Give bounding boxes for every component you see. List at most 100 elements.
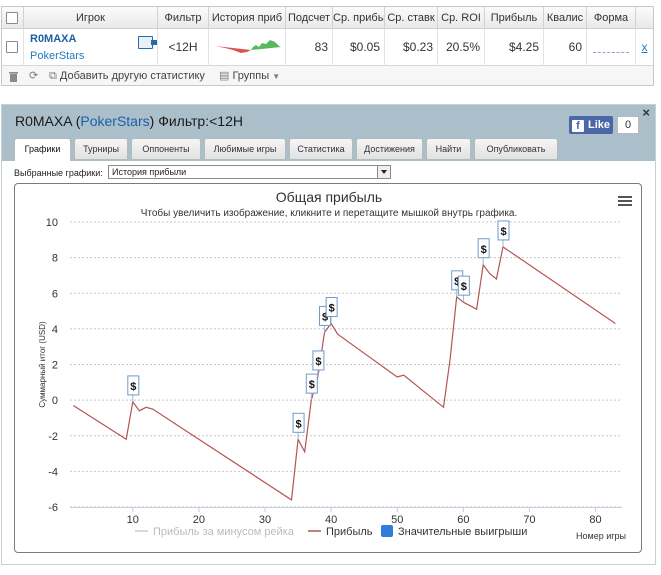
qual-cell: 60 [544, 29, 587, 66]
legend-label-big-wins: Значительные выигрыши [398, 526, 527, 538]
facebook-like-label: Like [588, 119, 611, 131]
tab-publish[interactable]: Опубликовать [474, 138, 558, 159]
chevron-down-icon [377, 166, 390, 178]
panel-filter-label: Фильтр:<12H [158, 113, 243, 129]
big-win-flag-label: $ [130, 381, 136, 393]
col-profit[interactable]: Прибыль [485, 7, 544, 29]
tab-statistics[interactable]: Статистика [289, 138, 353, 159]
col-avg-roi[interactable]: Ср. ROI [438, 7, 485, 29]
close-icon[interactable]: × [642, 105, 650, 120]
avg-stake-cell: $0.23 [385, 29, 438, 66]
facebook-like-count: 0 [617, 116, 639, 134]
x-tick-label: 10 [127, 514, 139, 526]
x-axis-title: Номер игры [576, 531, 626, 541]
y-tick-label: 4 [52, 324, 58, 336]
big-win-flag-label: $ [329, 303, 335, 315]
panel-site-link[interactable]: PokerStars [80, 113, 150, 129]
facebook-like-button[interactable]: f Like [569, 116, 613, 134]
tab-tournaments[interactable]: Турниры [74, 138, 128, 159]
chart-select[interactable]: История прибыли [108, 165, 391, 179]
stats-table: Игрок Фильтр История приб Подсчет Ср. пр… [1, 6, 654, 86]
profit-chart[interactable]: Общая прибыль Чтобы увеличить изображени… [14, 183, 642, 553]
table-toolbar: ⟳ ⧉ Добавить другую статистику ▤ Группы … [2, 67, 653, 86]
y-tick-label: -2 [48, 431, 58, 443]
row-checkbox[interactable] [6, 41, 18, 53]
x-tick-label: 60 [457, 514, 469, 526]
tab-favorite-games[interactable]: Любимые игры [204, 138, 286, 159]
count-cell: 83 [286, 29, 333, 66]
chart-menu-icon[interactable] [618, 196, 632, 207]
col-filter[interactable]: Фильтр [158, 7, 209, 29]
select-all-cell [2, 7, 24, 29]
big-win-flag [292, 412, 305, 433]
groups-dropdown[interactable]: ▤ Группы ▼ [219, 67, 280, 86]
row-select-cell [2, 29, 24, 66]
table-header: Игрок Фильтр История приб Подсчет Ср. пр… [2, 7, 653, 29]
y-tick-label: 10 [46, 217, 58, 229]
x-tick-label: 30 [259, 514, 271, 526]
y-tick-label: 6 [52, 288, 58, 300]
legend-swatch-big-wins [381, 525, 393, 537]
player-cell: R0MAXA PokerStars [24, 29, 158, 66]
big-win-flag [477, 238, 490, 259]
legend-label-rakeless: Прибыль за минусом рейка [153, 526, 295, 538]
y-tick-label: 2 [52, 360, 58, 372]
chart-select-value: История прибыли [112, 167, 187, 177]
table-row: R0MAXA PokerStars <12H 83 $0.05 $0.23 20… [2, 29, 653, 66]
col-player[interactable]: Игрок [24, 7, 158, 29]
col-count[interactable]: Подсчет [286, 7, 333, 29]
groups-label: Группы [232, 70, 270, 82]
big-win-flag [305, 373, 318, 394]
player-name-link[interactable]: R0MAXA [30, 33, 77, 45]
refresh-icon[interactable]: ⟳ [29, 70, 39, 82]
chevron-down-icon: ▼ [272, 72, 281, 81]
big-win-flag [312, 350, 325, 371]
player-site-link[interactable]: PokerStars [30, 50, 85, 62]
big-win-flag [457, 275, 470, 296]
trash-icon[interactable] [8, 67, 19, 86]
y-tick-label: 8 [52, 253, 58, 265]
avg-profit-cell: $0.05 [333, 29, 385, 66]
tab-graphs[interactable]: Графики [14, 138, 71, 161]
export-icon[interactable] [138, 36, 157, 49]
form-indicator [593, 52, 629, 53]
big-win-flag-label: $ [309, 379, 315, 391]
profit-cell: $4.25 [485, 29, 544, 66]
y-tick-label: -4 [48, 466, 58, 478]
big-win-flag-label: $ [500, 226, 506, 238]
x-tick-label: 20 [193, 514, 205, 526]
panel-header: R0MAXA (PokerStars) Фильтр:<12H f Like 0 … [2, 105, 655, 161]
panel-player-name: R0MAXA [15, 113, 72, 129]
big-win-flag [497, 220, 510, 241]
chart-select-row: Выбранные графики: История прибыли [14, 165, 391, 179]
x-tick-label: 80 [589, 514, 601, 526]
col-qual[interactable]: Квалис [544, 7, 587, 29]
chart-plot-area[interactable]: -6 -4 -2 0 2 4 6 8 10 10 20 30 40 50 60 70 80 Суммарный и… [15, 184, 643, 554]
history-sparkline-cell [209, 29, 286, 66]
tab-opponents[interactable]: Оппоненты [131, 138, 201, 159]
legend-label-profit: Прибыль [326, 526, 373, 538]
col-form[interactable]: Форма [587, 7, 636, 29]
col-avg-stake[interactable]: Ср. ставк [385, 7, 438, 29]
big-win-flag-label: $ [322, 311, 328, 323]
big-win-flag-label: $ [315, 356, 321, 368]
history-sparkline[interactable] [209, 29, 286, 66]
x-tick-label: 50 [391, 514, 403, 526]
y-tick-label: -6 [48, 502, 58, 514]
add-stat-icon: ⧉ [49, 70, 57, 82]
remove-row-link[interactable]: x [641, 40, 648, 54]
col-history[interactable]: История приб [209, 7, 286, 29]
big-win-flag-label: $ [296, 418, 302, 430]
tab-find[interactable]: Найти [426, 138, 471, 159]
groups-icon: ▤ [219, 70, 230, 82]
avg-roi-cell: 20.5% [438, 29, 485, 66]
select-all-checkbox[interactable] [6, 12, 18, 24]
x-tick-label: 40 [325, 514, 337, 526]
tab-achievements[interactable]: Достижения [356, 138, 423, 159]
add-stat-label: Добавить другую статистику [59, 70, 205, 82]
big-win-flag [325, 297, 338, 318]
add-stat-button[interactable]: ⧉ Добавить другую статистику [49, 67, 205, 86]
col-avg-profit[interactable]: Ср. прибы [333, 7, 385, 29]
player-panel: R0MAXA (PokerStars) Фильтр:<12H f Like 0 … [1, 104, 656, 565]
big-win-flag [127, 375, 140, 396]
